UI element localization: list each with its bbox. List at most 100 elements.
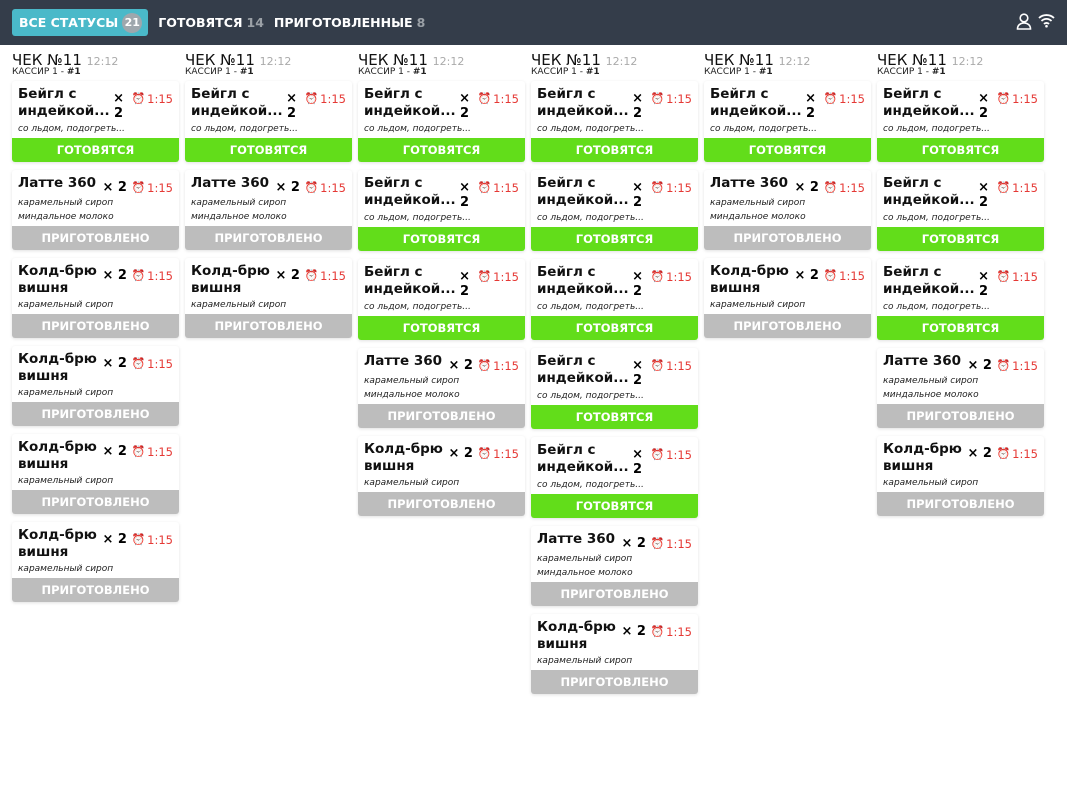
prepared-status-button[interactable]: Приготовлено — [877, 404, 1044, 428]
item-timer: 1:15 — [147, 357, 173, 371]
item-timer: 1:15 — [147, 533, 173, 547]
item-name: Колд-брю вишня — [364, 441, 443, 474]
cooking-status-button[interactable]: Готовятся — [531, 227, 698, 251]
item-quantity: × 2 — [978, 91, 989, 121]
cooking-status-button[interactable]: Готовятся — [531, 138, 698, 162]
order-header: ЧЕК №11 12:12 — [12, 51, 179, 69]
alarm-clock-icon: ⏰ — [304, 269, 319, 282]
item-quantity: × 2 — [632, 269, 643, 299]
orders-board: ЧЕК №11 12:12 КАССИР 1 - #1 Бейгл с инде… — [0, 45, 1067, 702]
order-column: ЧЕК №11 12:12 КАССИР 1 - #1 Бейгл с инде… — [12, 51, 179, 702]
cooking-status-button[interactable]: Готовятся — [358, 227, 525, 251]
alarm-clock-icon: ⏰ — [477, 359, 492, 372]
cooking-status-button[interactable]: Готовятся — [531, 405, 698, 429]
item-modifier: карамельный сироп — [710, 300, 806, 310]
item-quantity: × 2 — [102, 532, 127, 547]
prepared-status-button[interactable]: Приготовлено — [12, 314, 179, 338]
item-name: Бейгл с индейкой... — [883, 175, 975, 208]
order-title: ЧЕК №11 — [358, 51, 428, 69]
cooking-status-button[interactable]: Готовятся — [185, 138, 352, 162]
item-modifier: карамельный сироп — [537, 554, 633, 564]
cooking-status-button[interactable]: Готовятся — [877, 138, 1044, 162]
prepared-status-button[interactable]: Приготовлено — [12, 490, 179, 514]
order-item-card: Латте 360 × 2 ⏰ 1:15 карамельный сироп мин… — [877, 348, 1044, 428]
prepared-status-button[interactable]: Приготовлено — [12, 226, 179, 250]
alarm-clock-icon: ⏰ — [131, 92, 146, 105]
item-quantity: × 2 — [978, 269, 989, 299]
prepared-status-button[interactable]: Приготовлено — [531, 582, 698, 606]
item-modifier: карамельный сироп — [537, 656, 633, 666]
order-time: 12:12 — [432, 55, 465, 68]
prepared-status-button[interactable]: Приготовлено — [358, 492, 525, 516]
prepared-status-button[interactable]: Приготовлено — [877, 492, 1044, 516]
item-name: Колд-брю вишня — [710, 263, 789, 296]
item-name: Колд-брю вишня — [18, 527, 97, 560]
item-quantity: × 2 — [632, 91, 643, 121]
prepared-status-button[interactable]: Приготовлено — [185, 226, 352, 250]
user-icon[interactable] — [1016, 13, 1032, 30]
cooking-status-button[interactable]: Готовятся — [877, 227, 1044, 251]
prepared-status-button[interactable]: Приготовлено — [531, 670, 698, 694]
item-timer: 1:15 — [666, 537, 692, 551]
order-header: ЧЕК №11 12:12 — [185, 51, 352, 69]
item-quantity: × 2 — [275, 180, 300, 195]
prepared-status-button[interactable]: Приготовлено — [185, 314, 352, 338]
order-item-card: Колд-брю вишня × 2 ⏰ 1:15 карамельный сир… — [12, 522, 179, 602]
item-name: Латте 360 — [191, 175, 270, 191]
order-column: ЧЕК №11 12:12 КАССИР 1 - #1 Бейгл с инде… — [704, 51, 871, 702]
cashier: КАССИР 1 - #1 — [704, 67, 871, 77]
item-quantity: × 2 — [967, 446, 992, 461]
prepared-status-button[interactable]: Приготовлено — [12, 402, 179, 426]
cooking-status-button[interactable]: Готовятся — [531, 316, 698, 340]
tab-prepared[interactable]: Приготовленные 8 — [274, 15, 425, 30]
alarm-clock-icon: ⏰ — [996, 181, 1011, 194]
tab-all-statuses[interactable]: Все статусы 21 — [12, 9, 149, 36]
item-modifier: карамельный сироп — [710, 198, 806, 208]
item-name: Колд-брю вишня — [537, 619, 616, 652]
cooking-status-button[interactable]: Готовятся — [358, 316, 525, 340]
cashier-label: КАССИР 1 - — [185, 67, 240, 77]
prepared-status-button[interactable]: Приготовлено — [12, 578, 179, 602]
alarm-clock-icon: ⏰ — [823, 181, 838, 194]
cooking-status-button[interactable]: Готовятся — [12, 138, 179, 162]
alarm-clock-icon: ⏰ — [823, 92, 838, 105]
cashier-label: КАССИР 1 - — [12, 67, 67, 77]
item-quantity: × 2 — [632, 180, 643, 210]
prepared-status-button[interactable]: Приготовлено — [358, 404, 525, 428]
cashier: КАССИР 1 - #1 — [531, 67, 698, 77]
item-quantity: × 2 — [448, 358, 473, 373]
item-modifier: карамельный сироп — [18, 388, 114, 398]
item-name: Бейгл с индейкой... — [191, 86, 283, 119]
cooking-status-button[interactable]: Готовятся — [358, 138, 525, 162]
tab-label: Все статусы — [19, 15, 119, 30]
alarm-clock-icon: ⏰ — [996, 359, 1011, 372]
alarm-clock-icon: ⏰ — [131, 269, 146, 282]
item-timer: 1:15 — [666, 270, 692, 284]
prepared-status-button[interactable]: Приготовлено — [704, 314, 871, 338]
item-quantity: × 2 — [794, 180, 819, 195]
cooking-status-button[interactable]: Готовятся — [704, 138, 871, 162]
prepared-status-button[interactable]: Приготовлено — [704, 226, 871, 250]
tab-cooking[interactable]: Готовятся 14 — [158, 15, 264, 30]
top-bar: Все статусы 21 Готовятся 14 Приготовленные… — [0, 0, 1067, 45]
item-modifier: со льдом, подогреть... — [537, 213, 644, 223]
item-quantity: × 2 — [448, 446, 473, 461]
item-name: Бейгл с индейкой... — [537, 86, 629, 119]
order-item-card: Бейгл с индейкой... × 2 ⏰ 1:15 со льдом, … — [358, 170, 525, 251]
item-timer: 1:15 — [839, 181, 865, 195]
order-item-card: Колд-брю вишня × 2 ⏰ 1:15 карамельный сир… — [704, 258, 871, 338]
alarm-clock-icon: ⏰ — [477, 92, 492, 105]
alarm-clock-icon: ⏰ — [477, 181, 492, 194]
item-timer: 1:15 — [493, 92, 519, 106]
order-column: ЧЕК №11 12:12 КАССИР 1 - #1 Бейгл с инде… — [877, 51, 1044, 702]
cashier-number: #1 — [412, 67, 427, 77]
alarm-clock-icon: ⏰ — [996, 447, 1011, 460]
cooking-status-button[interactable]: Готовятся — [531, 494, 698, 518]
order-item-card: Бейгл с индейкой... × 2 ⏰ 1:15 со льдом, … — [704, 81, 871, 162]
cashier: КАССИР 1 - #1 — [185, 67, 352, 77]
item-timer: 1:15 — [493, 270, 519, 284]
alarm-clock-icon: ⏰ — [131, 445, 146, 458]
item-name: Бейгл с индейкой... — [537, 264, 629, 297]
order-title: ЧЕК №11 — [12, 51, 82, 69]
cooking-status-button[interactable]: Готовятся — [877, 316, 1044, 340]
